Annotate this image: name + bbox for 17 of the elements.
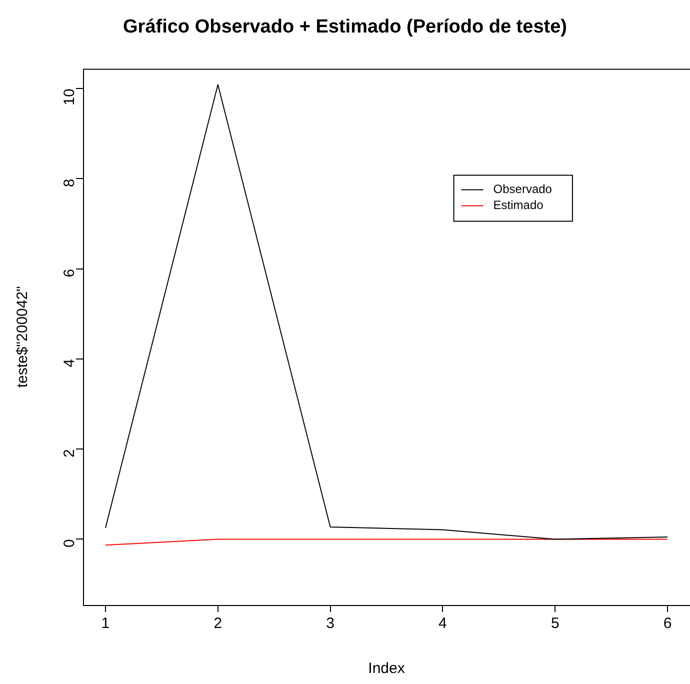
legend-label: Observado	[493, 182, 552, 196]
x-tick-label: 1	[101, 615, 110, 632]
y-axis-title: teste$"200042"	[14, 286, 32, 388]
y-tick-label: 8	[61, 178, 78, 188]
y-tick-label: 6	[61, 268, 78, 278]
y-tick-label: 10	[61, 88, 78, 106]
chart-title: Gráfico Observado + Estimado (Período de teste)	[123, 16, 567, 38]
y-tick-label: 2	[61, 449, 78, 458]
x-axis-title: Index	[368, 660, 406, 678]
x-tick-label: 6	[663, 615, 672, 632]
x-tick-label: 2	[214, 615, 222, 632]
x-tick-label: 4	[438, 615, 447, 632]
x-tick-label: 3	[326, 615, 334, 632]
y-tick-label: 0	[61, 539, 78, 548]
y-tick-label: 4	[61, 358, 78, 368]
x-tick-label: 5	[550, 615, 560, 632]
legend-label: Estimado	[493, 198, 544, 212]
